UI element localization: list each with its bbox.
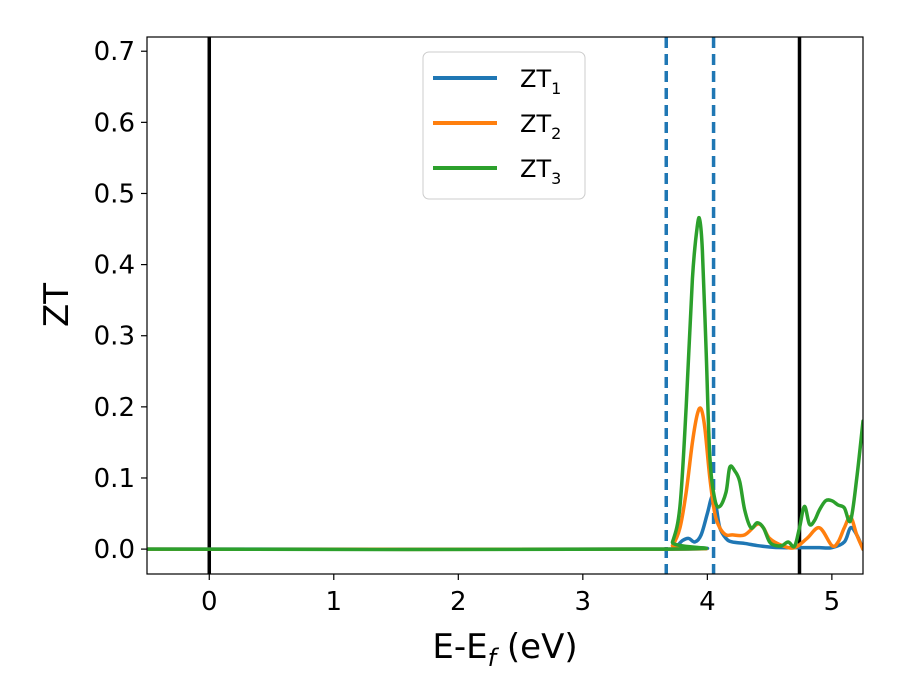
y-tick-label: 0.0: [94, 535, 135, 565]
plot-frame: [146, 36, 864, 575]
legend-label: ZT1: [520, 65, 561, 98]
x-axis-label: E-Ef (eV): [432, 627, 577, 672]
y-tick-label: 0.6: [94, 108, 135, 138]
x-tick-label: 5: [824, 587, 841, 617]
series-line-zt3: [147, 215, 863, 552]
y-tick-label: 0.1: [94, 464, 135, 494]
y-tick-label: 0.5: [94, 179, 135, 209]
x-tick-label: 2: [450, 587, 467, 617]
x-tick-label: 1: [326, 587, 343, 617]
legend-label: ZT2: [520, 110, 561, 143]
legend-label: ZT3: [520, 155, 561, 188]
y-tick-label: 0.2: [94, 393, 135, 423]
y-axis-label: ZT: [37, 283, 77, 327]
x-axis-ticks: 0 1 2 3 4 5: [201, 574, 840, 617]
x-tick-label: 4: [699, 587, 716, 617]
y-tick-label: 0.4: [94, 251, 135, 281]
legend-box: [422, 51, 586, 200]
y-axis-ticks: 0.0 0.1 0.2 0.3 0.4 0.5 0.6 0.7: [94, 37, 147, 565]
series-layer: [147, 215, 863, 552]
y-tick-label: 0.3: [94, 322, 135, 352]
series-line-zt2: [147, 406, 863, 552]
y-tick-label: 0.7: [94, 37, 135, 67]
x-tick-label: 3: [575, 587, 592, 617]
x-tick-label: 0: [201, 587, 218, 617]
legend: ZT1 ZT2 ZT3: [422, 51, 586, 200]
